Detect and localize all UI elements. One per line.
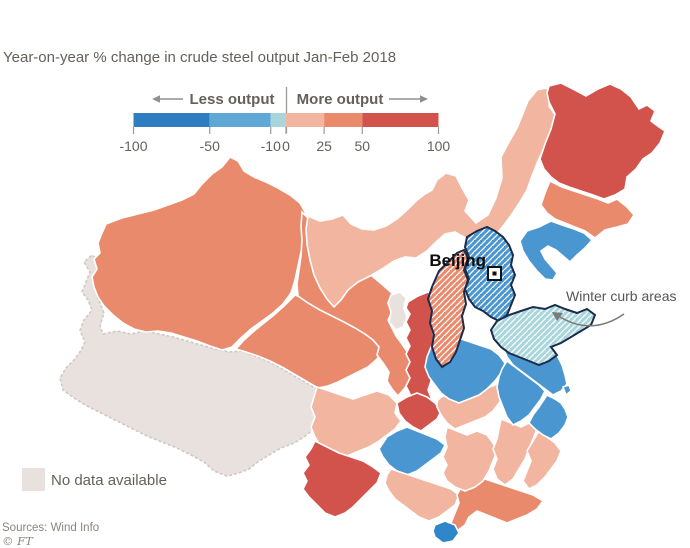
legend-segment [362, 113, 439, 127]
less-output-label: Less output [190, 91, 275, 108]
legend-tick-label: 100 [427, 138, 451, 154]
province-jiangxi [492, 417, 538, 486]
page-title: Year-on-year % change in crude steel out… [3, 49, 396, 66]
more-output-arrow-icon [389, 95, 428, 103]
legend-segment [209, 113, 271, 127]
legend-tick-label: -100 [119, 138, 147, 154]
legend-tick-label: 50 [354, 138, 370, 154]
province-yunnan [302, 439, 382, 518]
no-data-legend: No data available [22, 468, 167, 491]
ft-copyright: © FT [2, 534, 34, 548]
province-zhejiang [528, 393, 569, 440]
legend: Less output More output -100 -50 -10 0 25 50 1… [119, 87, 450, 154]
province-xinjiang [91, 155, 307, 351]
province-sichuan [310, 385, 402, 460]
more-output-label: More output [297, 91, 384, 108]
legend-segment [133, 113, 210, 127]
no-data-swatch [22, 468, 45, 491]
legend-color-bar: -100 -50 -10 0 25 50 100 [119, 113, 450, 154]
beijing-label: Beijing [429, 251, 486, 270]
winter-curb-arrow-icon [552, 312, 625, 327]
legend-segment [286, 113, 325, 127]
province-ningxia [387, 291, 408, 331]
province-chongqing [396, 392, 442, 432]
china-map: Beijing Winter curb areas [59, 82, 676, 544]
legend-tick-label: -50 [200, 138, 220, 154]
beijing-marker [487, 266, 502, 281]
province-fujian [522, 429, 562, 491]
sources-label: Sources: Wind Info [2, 522, 99, 534]
province-guangxi [384, 468, 460, 522]
legend-tick-label: 25 [316, 138, 332, 154]
province-hainan [432, 520, 460, 544]
legend-segment [270, 113, 286, 127]
province-guizhou [378, 426, 447, 476]
province-heilongjiang [539, 82, 666, 200]
province-shanxi [426, 248, 470, 369]
less-output-arrow-icon [152, 95, 183, 103]
legend-tick-label: 0 [282, 138, 290, 154]
province-shanghai [561, 383, 572, 397]
legend-segment [324, 113, 363, 127]
province-shandong [489, 303, 597, 367]
province-liaoning [519, 220, 594, 281]
winter-curb-label: Winter curb areas [566, 288, 676, 304]
no-data-label: No data available [51, 472, 167, 489]
legend-tick-label: -10 [261, 138, 281, 154]
province-jilin [540, 179, 636, 239]
province-hunan [442, 425, 498, 492]
